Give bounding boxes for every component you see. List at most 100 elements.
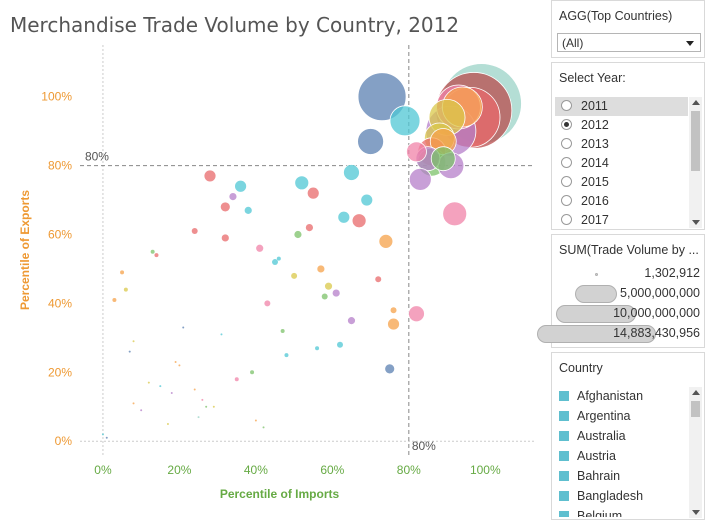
radio-unchecked-icon[interactable] [561,176,572,187]
chevron-down-icon[interactable] [686,41,694,46]
data-point[interactable] [201,398,204,401]
data-point[interactable] [357,128,384,155]
data-point[interactable] [191,228,198,235]
data-point[interactable] [387,317,400,331]
data-point[interactable] [264,300,271,307]
scatter-plot[interactable]: 80% 80% 0% 20% 40% 60% 80% 100% 0% 20% 40% 60% 80% 10… [0,0,545,520]
data-point[interactable] [316,264,326,274]
agg-filter-dropdown[interactable]: (All) [557,33,701,52]
data-point[interactable] [123,287,128,292]
data-point[interactable] [105,436,108,439]
data-point[interactable] [272,259,278,266]
data-point[interactable] [228,192,238,201]
data-point[interactable] [150,249,155,254]
data-point[interactable] [147,381,150,384]
data-point[interactable] [337,341,343,348]
country-option[interactable]: Belgium [555,507,688,517]
data-point[interactable] [357,72,407,122]
year-option-2013[interactable]: 2013 [555,135,688,154]
data-point[interactable] [375,276,382,283]
data-point[interactable] [197,416,200,419]
data-point[interactable] [389,105,421,137]
data-point[interactable] [101,433,104,436]
data-point[interactable] [378,233,394,249]
data-point[interactable] [331,288,341,298]
radio-unchecked-icon[interactable] [561,195,572,206]
data-point[interactable] [178,364,181,367]
data-point[interactable] [442,201,468,227]
data-point[interactable] [166,422,169,425]
year-list-scrollbar[interactable] [689,97,702,228]
year-option-2017[interactable]: 2017 [555,211,688,227]
data-point[interactable] [305,223,314,233]
scroll-down-icon[interactable] [692,220,700,225]
data-point[interactable] [132,340,135,343]
country-option[interactable]: Austria [555,447,688,467]
data-point[interactable] [128,350,131,353]
data-point[interactable] [291,272,298,279]
data-point[interactable] [324,281,333,291]
data-point[interactable] [360,193,374,207]
data-point[interactable] [243,205,253,215]
data-point[interactable] [140,409,143,412]
data-point[interactable] [337,210,351,224]
data-point[interactable] [315,346,320,351]
year-list-scroll-thumb[interactable] [691,111,700,171]
data-point[interactable] [112,297,117,302]
data-point[interactable] [294,175,310,191]
country-option[interactable]: Australia [555,427,688,447]
scroll-down-icon[interactable] [692,510,700,515]
data-point[interactable] [293,230,303,239]
data-point[interactable] [321,293,328,300]
data-point[interactable] [284,353,289,358]
data-point[interactable] [154,253,159,258]
data-point[interactable] [406,141,427,163]
year-option-2011[interactable]: 2011 [555,97,688,116]
data-point[interactable] [193,388,196,391]
data-point[interactable] [159,385,162,388]
data-point[interactable] [390,307,397,314]
data-point[interactable] [306,186,320,200]
data-point[interactable] [408,305,425,323]
data-point[interactable] [132,402,135,405]
year-option-2015[interactable]: 2015 [555,173,688,192]
data-point[interactable] [347,316,356,326]
data-point[interactable] [182,326,185,329]
data-point[interactable] [234,377,239,382]
data-point[interactable] [234,179,247,193]
data-point[interactable] [220,333,223,336]
radio-checked-icon[interactable] [561,119,572,130]
data-point[interactable] [255,243,265,253]
data-point[interactable] [276,256,281,261]
radio-unchecked-icon[interactable] [561,100,572,111]
data-point[interactable] [384,363,396,375]
data-point[interactable] [174,360,177,363]
radio-unchecked-icon[interactable] [561,138,572,149]
year-option-2016[interactable]: 2016 [555,192,688,211]
country-list-scroll-thumb[interactable] [691,401,700,417]
data-point[interactable] [262,426,265,429]
data-point[interactable] [408,167,432,191]
year-option-2014[interactable]: 2014 [555,154,688,173]
data-point[interactable] [219,201,231,213]
country-option[interactable]: Afghanistan [555,387,688,407]
country-option[interactable]: Bahrain [555,467,688,487]
data-point[interactable] [343,164,360,181]
data-point[interactable] [430,146,456,172]
scroll-up-icon[interactable] [692,100,700,105]
data-point[interactable] [220,233,230,243]
radio-unchecked-icon[interactable] [561,214,572,225]
country-list-scrollbar[interactable] [689,387,702,518]
data-point[interactable] [203,169,217,183]
data-point[interactable] [254,419,257,422]
country-option[interactable]: Bangladesh [555,487,688,507]
year-option-2012[interactable]: 2012 [555,116,688,135]
data-point[interactable] [351,213,367,229]
data-point[interactable] [280,328,285,333]
data-point[interactable] [205,405,208,408]
data-point[interactable] [170,391,173,394]
radio-unchecked-icon[interactable] [561,157,572,168]
scroll-up-icon[interactable] [692,390,700,395]
data-point[interactable] [212,405,215,408]
country-option[interactable]: Argentina [555,407,688,427]
